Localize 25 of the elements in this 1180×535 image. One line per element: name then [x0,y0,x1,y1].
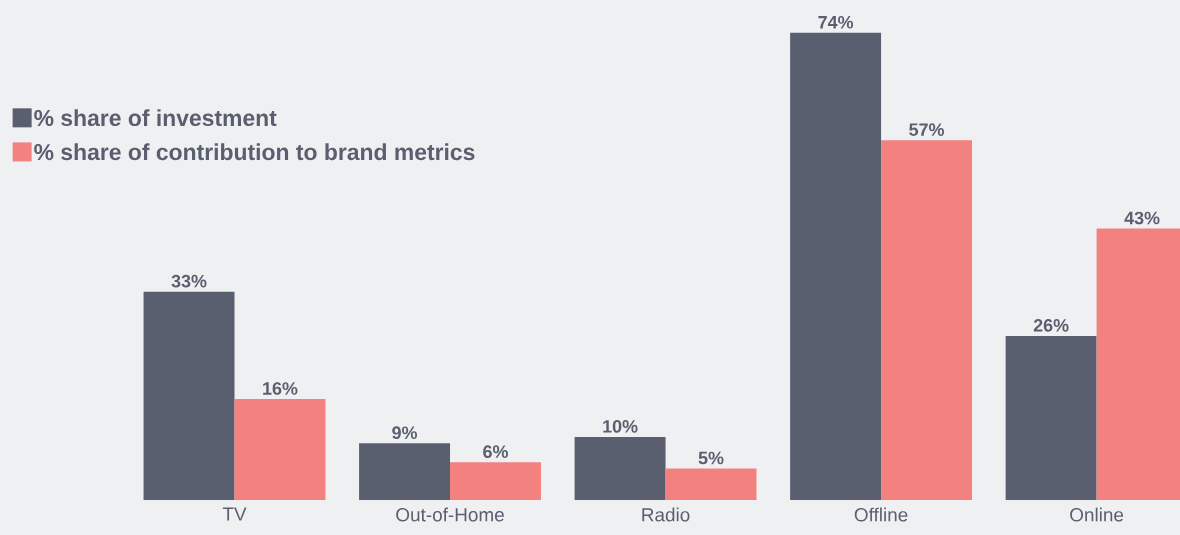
data-label: 33% [171,274,207,288]
data-label: 43% [1124,211,1160,225]
x-tick-label: Radio [642,507,690,522]
x-tick-label: Out-of-Home [396,507,504,522]
data-label: 5% [698,451,724,465]
bar [881,140,973,501]
x-tick-label: TV [222,507,247,521]
bar [790,32,882,501]
legend-label: % share of contribution to brand metrics [34,143,475,161]
data-label: 74% [818,15,854,29]
data-label: 26% [1033,318,1069,332]
bar [665,468,757,501]
bar [574,436,666,501]
data-label: 57% [909,123,945,136]
x-tick-label: Online [1070,507,1124,522]
data-label: 10% [603,420,638,433]
x-tick-label: Offline [854,507,908,522]
bar [143,291,235,501]
data-label: 6% [483,445,508,458]
bar [450,462,541,501]
legend-label: % share of investment [34,109,277,127]
bar [234,399,326,501]
data-label: 9% [392,426,418,440]
data-label: 16% [263,382,298,395]
bar [359,443,451,501]
